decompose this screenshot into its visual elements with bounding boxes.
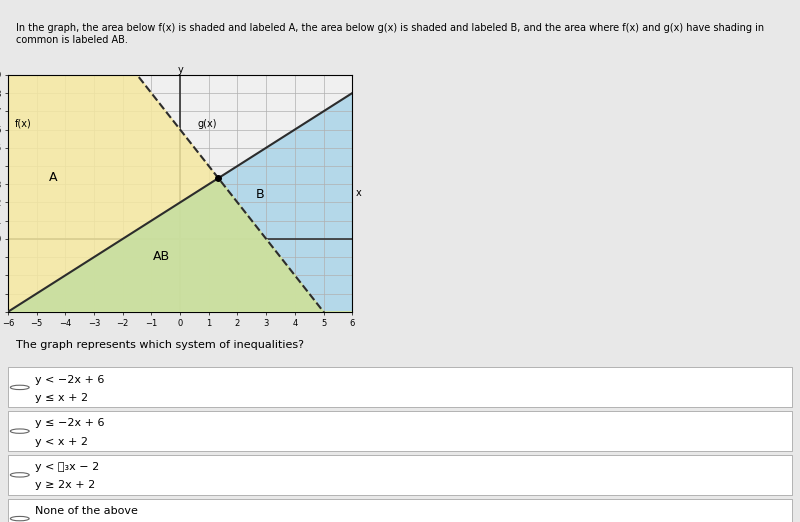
Bar [8, 411, 792, 451]
Text: None of the above: None of the above [35, 506, 138, 516]
Text: y ≤ −2x + 6: y ≤ −2x + 6 [35, 418, 105, 429]
Text: In the graph, the area below f(x) is shaded and labeled A, the area below g(x) i: In the graph, the area below f(x) is sha… [16, 23, 764, 45]
Text: A: A [50, 172, 58, 184]
Text: y < ⁲₃x − 2: y < ⁲₃x − 2 [35, 462, 100, 472]
Polygon shape [8, 93, 352, 312]
Text: y: y [178, 65, 183, 75]
Text: B: B [256, 188, 265, 201]
Bar [8, 455, 792, 495]
Text: y ≤ x + 2: y ≤ x + 2 [35, 393, 89, 403]
Circle shape [10, 516, 29, 521]
Polygon shape [8, 179, 352, 348]
Text: f(x): f(x) [15, 119, 32, 129]
Circle shape [10, 385, 29, 389]
Circle shape [10, 429, 29, 433]
Bar [8, 367, 792, 408]
Text: y < x + 2: y < x + 2 [35, 436, 89, 447]
Text: The graph represents which system of inequalities?: The graph represents which system of ine… [16, 340, 304, 350]
Circle shape [10, 473, 29, 477]
Text: AB: AB [153, 250, 170, 263]
Text: x: x [356, 188, 362, 198]
Text: g(x): g(x) [198, 119, 217, 129]
Text: y < −2x + 6: y < −2x + 6 [35, 375, 105, 385]
Polygon shape [8, 0, 352, 348]
Bar [8, 499, 792, 522]
Text: y ≥ 2x + 2: y ≥ 2x + 2 [35, 480, 96, 490]
